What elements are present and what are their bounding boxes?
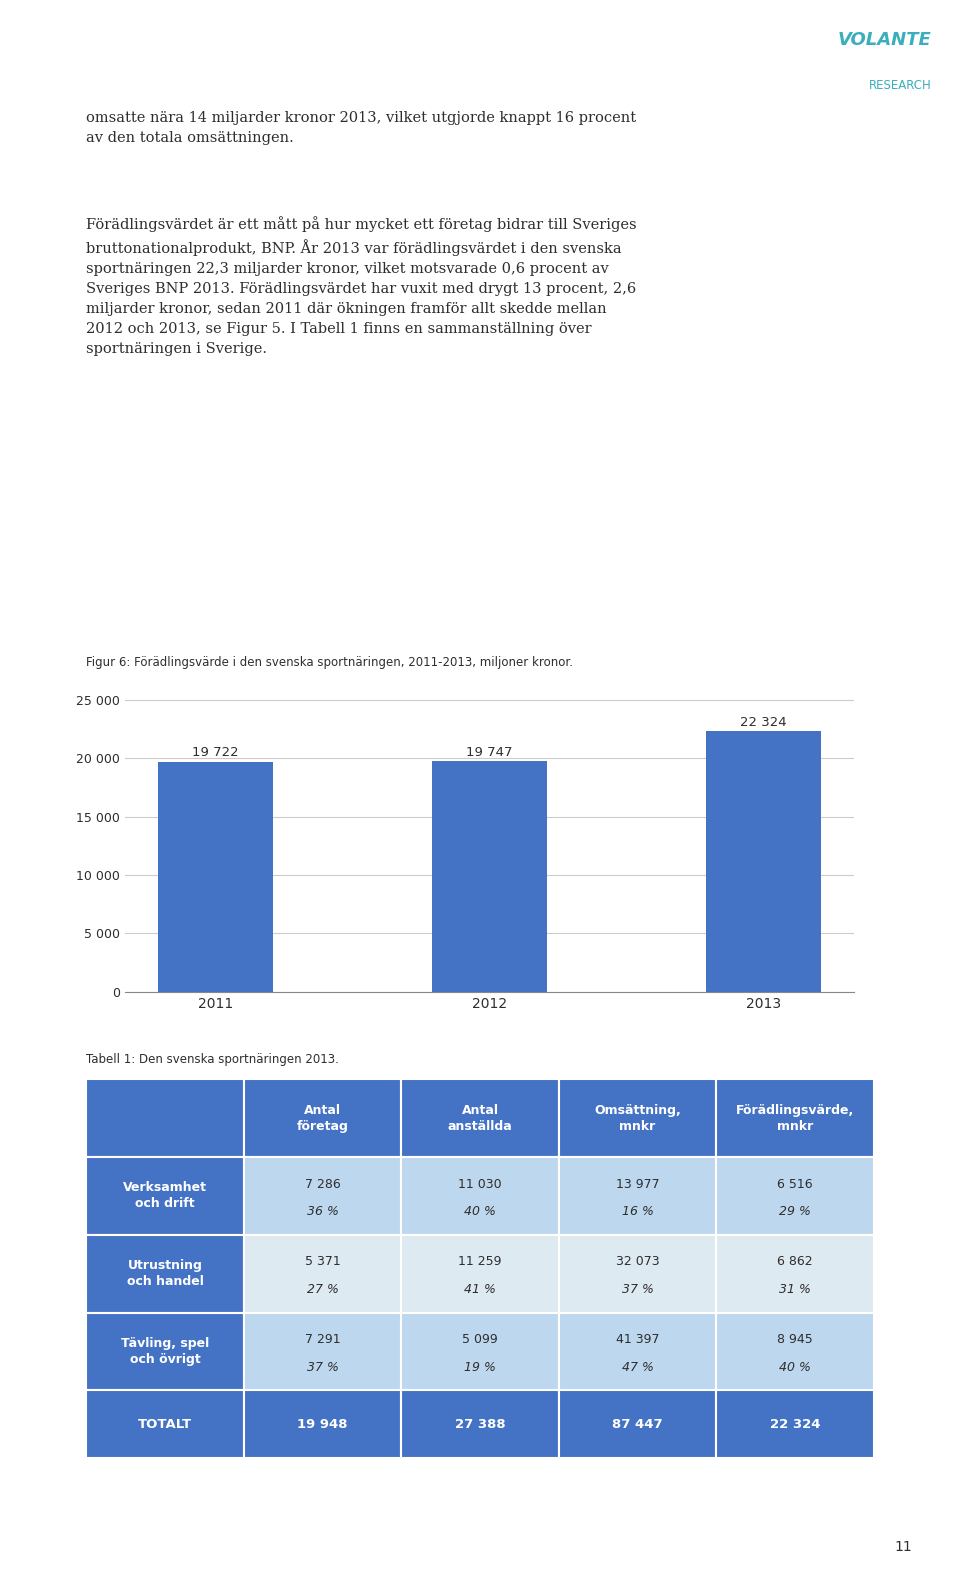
FancyBboxPatch shape bbox=[401, 1390, 559, 1457]
Text: Förädlingsvärdet är ett mått på hur mycket ett företag bidrar till Sveriges
brut: Förädlingsvärdet är ett mått på hur myck… bbox=[86, 216, 637, 357]
Text: 41 397: 41 397 bbox=[615, 1333, 660, 1346]
Text: 27 %: 27 % bbox=[306, 1284, 339, 1297]
Text: omsatte nära 14 miljarder kronor 2013, vilket utgjorde knappt 16 procent
av den : omsatte nära 14 miljarder kronor 2013, v… bbox=[86, 111, 636, 144]
FancyBboxPatch shape bbox=[401, 1235, 559, 1312]
FancyBboxPatch shape bbox=[559, 1312, 716, 1390]
FancyBboxPatch shape bbox=[716, 1312, 874, 1390]
FancyBboxPatch shape bbox=[86, 1390, 244, 1457]
FancyBboxPatch shape bbox=[401, 1312, 559, 1390]
Text: 41 %: 41 % bbox=[464, 1284, 496, 1297]
Text: Omsättning,
mnkr: Omsättning, mnkr bbox=[594, 1103, 681, 1133]
Text: 22 324: 22 324 bbox=[740, 716, 787, 728]
Text: 31 %: 31 % bbox=[779, 1284, 811, 1297]
Text: TOTALT: TOTALT bbox=[138, 1417, 192, 1430]
FancyBboxPatch shape bbox=[244, 1079, 401, 1157]
FancyBboxPatch shape bbox=[559, 1390, 716, 1457]
Text: 7 286: 7 286 bbox=[304, 1178, 341, 1190]
Text: 7 291: 7 291 bbox=[304, 1333, 341, 1346]
Text: VOLANTE: VOLANTE bbox=[837, 32, 931, 49]
Text: 13 977: 13 977 bbox=[615, 1178, 660, 1190]
FancyBboxPatch shape bbox=[559, 1157, 716, 1235]
Text: 47 %: 47 % bbox=[621, 1362, 654, 1374]
Text: 5 371: 5 371 bbox=[304, 1255, 341, 1268]
FancyBboxPatch shape bbox=[86, 1079, 244, 1157]
Text: 19 722: 19 722 bbox=[192, 746, 239, 760]
Text: Figur 6: Förädlingsvärde i den svenska sportnäringen, 2011-2013, miljoner kronor: Figur 6: Förädlingsvärde i den svenska s… bbox=[86, 655, 573, 670]
Bar bbox=[158, 762, 273, 992]
FancyBboxPatch shape bbox=[716, 1235, 874, 1312]
Text: 27 388: 27 388 bbox=[455, 1417, 505, 1430]
FancyBboxPatch shape bbox=[716, 1390, 874, 1457]
FancyBboxPatch shape bbox=[716, 1157, 874, 1235]
FancyBboxPatch shape bbox=[86, 1235, 244, 1312]
FancyBboxPatch shape bbox=[86, 1157, 244, 1235]
Text: Tävling, spel
och övrigt: Tävling, spel och övrigt bbox=[121, 1336, 209, 1366]
FancyBboxPatch shape bbox=[86, 1312, 244, 1390]
FancyBboxPatch shape bbox=[401, 1079, 559, 1157]
Text: 11 259: 11 259 bbox=[458, 1255, 502, 1268]
Text: 32 073: 32 073 bbox=[615, 1255, 660, 1268]
Text: 19 %: 19 % bbox=[464, 1362, 496, 1374]
Text: Tabell 1: Den svenska sportnäringen 2013.: Tabell 1: Den svenska sportnäringen 2013… bbox=[86, 1052, 339, 1066]
Bar bbox=[707, 732, 821, 992]
Text: 6 516: 6 516 bbox=[777, 1178, 813, 1190]
Text: Utrustning
och handel: Utrustning och handel bbox=[127, 1258, 204, 1289]
FancyBboxPatch shape bbox=[716, 1079, 874, 1157]
FancyBboxPatch shape bbox=[559, 1079, 716, 1157]
Text: 22 324: 22 324 bbox=[770, 1417, 820, 1430]
FancyBboxPatch shape bbox=[244, 1390, 401, 1457]
Text: 16 %: 16 % bbox=[621, 1206, 654, 1219]
Text: 19 747: 19 747 bbox=[467, 746, 513, 759]
Text: Verksamhet
och drift: Verksamhet och drift bbox=[123, 1181, 207, 1211]
FancyBboxPatch shape bbox=[244, 1157, 401, 1235]
Text: Antal
anställda: Antal anställda bbox=[447, 1103, 513, 1133]
Text: RESEARCH: RESEARCH bbox=[869, 79, 931, 92]
FancyBboxPatch shape bbox=[244, 1235, 401, 1312]
Text: 87 447: 87 447 bbox=[612, 1417, 662, 1430]
Text: 37 %: 37 % bbox=[621, 1284, 654, 1297]
Text: 6 862: 6 862 bbox=[777, 1255, 813, 1268]
Bar bbox=[432, 762, 547, 992]
Text: 5 099: 5 099 bbox=[462, 1333, 498, 1346]
Text: 40 %: 40 % bbox=[464, 1206, 496, 1219]
Text: 19 948: 19 948 bbox=[298, 1417, 348, 1430]
FancyBboxPatch shape bbox=[559, 1235, 716, 1312]
Text: Förädlingsvärde,
mnkr: Förädlingsvärde, mnkr bbox=[735, 1103, 854, 1133]
Text: 11 030: 11 030 bbox=[458, 1178, 502, 1190]
Text: 36 %: 36 % bbox=[306, 1206, 339, 1219]
FancyBboxPatch shape bbox=[401, 1157, 559, 1235]
Text: 8 945: 8 945 bbox=[777, 1333, 813, 1346]
Text: 11: 11 bbox=[895, 1541, 912, 1554]
Text: 29 %: 29 % bbox=[779, 1206, 811, 1219]
Text: Antal
företag: Antal företag bbox=[297, 1103, 348, 1133]
Text: 37 %: 37 % bbox=[306, 1362, 339, 1374]
Text: 40 %: 40 % bbox=[779, 1362, 811, 1374]
FancyBboxPatch shape bbox=[244, 1312, 401, 1390]
